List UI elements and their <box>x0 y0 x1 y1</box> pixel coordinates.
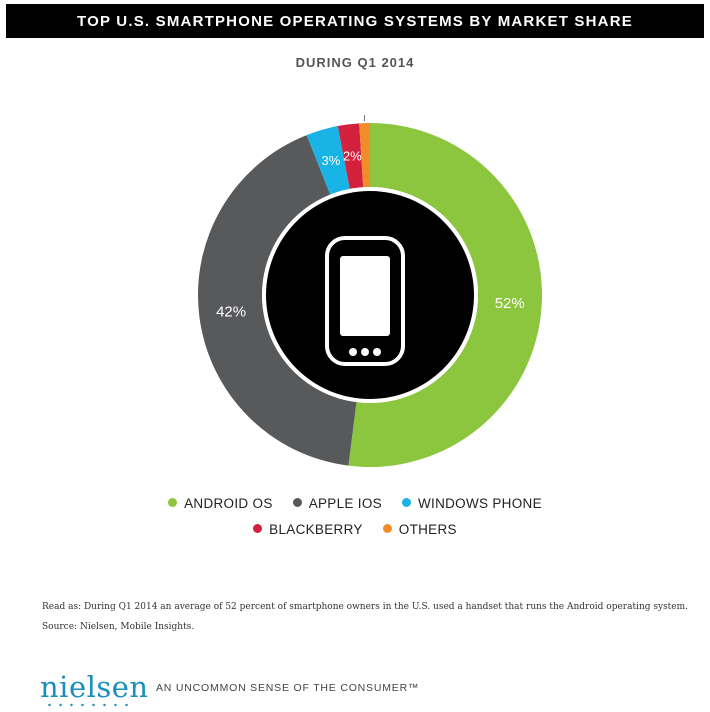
legend-label-apple-ios: APPLE IOS <box>308 496 382 511</box>
legend-dot-android <box>168 498 178 507</box>
logo-dots <box>44 703 136 707</box>
slice-apple-ios <box>197 135 357 466</box>
legend-row-2: BLACKBERRY OTHERS <box>0 522 710 537</box>
legend-item-android: ANDROID OS <box>168 496 273 511</box>
smartphone-icon <box>325 236 405 366</box>
legend-item-blackberry: BLACKBERRY <box>253 522 363 537</box>
legend-dot-windows-phone <box>401 498 411 507</box>
nielsen-logo-text: nielsen <box>40 670 149 704</box>
slice-blackberry <box>337 123 364 189</box>
slice-android-os <box>348 123 542 467</box>
donut-chart: 52%42%3%2%1% <box>197 115 542 467</box>
nielsen-logo: nielsen <box>40 670 148 708</box>
slice-others <box>359 123 370 188</box>
tagline: AN UNCOMMON SENSE OF THE CONSUMER™ <box>156 682 420 694</box>
slice-windows-phone <box>306 126 350 195</box>
footer: nielsen AN UNCOMMON SENSE OF THE CONSUME… <box>40 670 420 708</box>
leader-line-others <box>364 115 366 122</box>
slice-label-apple-ios: 42% <box>216 304 246 321</box>
slice-label-android-os: 52% <box>495 295 525 312</box>
legend-item-windows-phone: WINDOWS PHONE <box>401 496 542 511</box>
legend-label-others: OTHERS <box>398 522 457 537</box>
slice-label-windows-phone: 3% <box>322 153 341 168</box>
legend-dot-others <box>382 524 392 533</box>
source-note: Source: Nielsen, Mobile Insights. <box>42 622 195 632</box>
slice-label-blackberry: 2% <box>343 149 362 164</box>
chart-title: TOP U.S. SMARTPHONE OPERATING SYSTEMS BY… <box>6 4 704 38</box>
legend-dot-blackberry <box>253 524 263 533</box>
legend-label-windows-phone: WINDOWS PHONE <box>417 496 542 511</box>
legend-item-others: OTHERS <box>382 522 457 537</box>
legend-label-blackberry: BLACKBERRY <box>269 522 363 537</box>
legend-row-1: ANDROID OS APPLE IOS WINDOWS PHONE <box>0 496 710 511</box>
legend-dot-apple-ios <box>292 498 302 507</box>
legend-label-android: ANDROID OS <box>184 496 273 511</box>
chart-subtitle: DURING Q1 2014 <box>295 55 415 70</box>
legend-item-apple-ios: APPLE IOS <box>292 496 382 511</box>
read-as-note: Read as: During Q1 2014 an average of 52… <box>42 602 689 612</box>
